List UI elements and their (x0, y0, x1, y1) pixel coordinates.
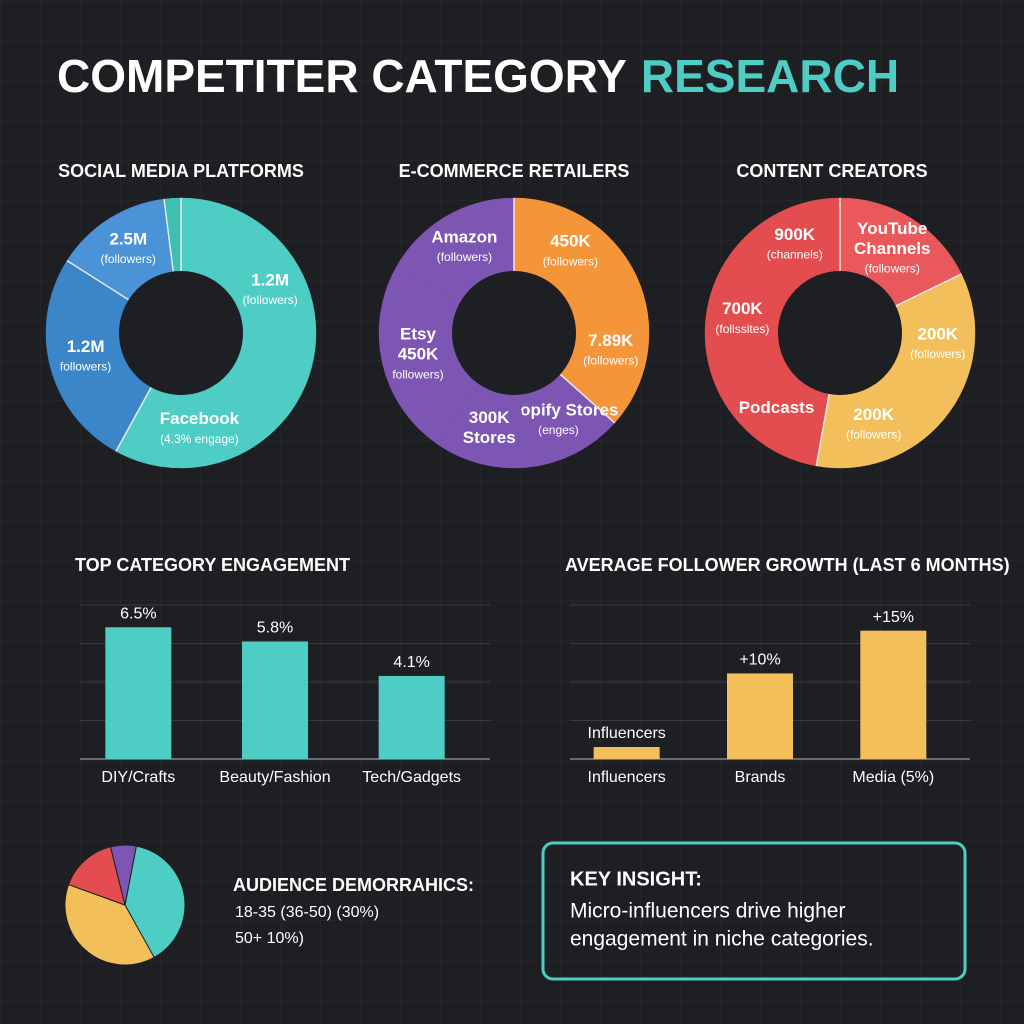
slice-label: 450K (398, 345, 439, 364)
donut-hole (778, 271, 902, 395)
slice-label: Shopify Stores (498, 400, 618, 419)
x-tick-label: Beauty/Fashion (219, 769, 330, 786)
slice-label: (4.3% engage) (160, 432, 239, 446)
pie-slice (67, 846, 126, 906)
slice-label: 200K (917, 325, 958, 344)
slice-label: 300K (469, 408, 510, 427)
x-tick-label: Influencers (588, 769, 666, 786)
slice-label: Facebook (160, 409, 240, 428)
bar (242, 641, 308, 759)
pie-slice (124, 845, 186, 959)
slice-label: YouTube (857, 219, 927, 238)
slice-label: (followers) (910, 347, 965, 361)
bar (105, 627, 172, 759)
slice-label: (followers) (242, 293, 297, 307)
slice-label: 200K (853, 405, 894, 424)
slice-label: followers) (392, 367, 443, 381)
slice-label: 7.89K (588, 331, 634, 350)
slice-label: 900K (774, 225, 815, 244)
chart-title: AVERAGE FOLLOWER GROWTH (LAST 6 MONTHS) (565, 555, 1010, 575)
slice-label: Channels (854, 239, 931, 258)
chart-title: SOCIAL MEDIA PLATFORMS (58, 161, 304, 181)
page-title: COMPETITER CATEGORY RESEARCH (57, 50, 899, 102)
value-label: +10% (739, 652, 780, 669)
pie-title: AUDIENCE DEMORRAHICS: (233, 875, 474, 895)
pie-note: 50+ 10%) (235, 930, 304, 947)
slice-label: (followers) (101, 252, 156, 266)
pie-slice (109, 844, 137, 906)
slice-label: (channels) (767, 248, 823, 262)
slice-divider (815, 393, 830, 467)
slice-divider (163, 198, 174, 272)
chart-title: TOP CATEGORY ENGAGEMENT (75, 555, 350, 575)
slice-label: 700K (722, 299, 763, 318)
bar (378, 675, 445, 759)
chart-title: CONTENT CREATORS (736, 161, 927, 181)
title-accent: RESEARCH (641, 50, 899, 102)
pie-slice (64, 883, 155, 966)
slice-label: Etsy (400, 325, 436, 344)
slice-label: (enges) (538, 423, 579, 437)
value-label: 6.5% (120, 606, 156, 623)
slice-label: (followers) (846, 428, 901, 442)
slice-label: (follssites) (715, 322, 769, 336)
slice-label: 1.2M (251, 271, 289, 290)
x-tick-label: Media (5%) (852, 769, 934, 786)
insight-text: Micro-influencers drive higher (570, 900, 845, 923)
chart-title: E-COMMERCE RETAILERS (399, 161, 630, 181)
insight-heading: KEY INSIGHT: (570, 868, 702, 890)
slice-label: Stores (463, 428, 516, 447)
value-label: Influencers (588, 725, 666, 742)
slice-label: (followers) (865, 262, 920, 276)
slice-label: 2.5M (109, 229, 147, 248)
slice-label: Podcasts (739, 398, 815, 417)
slice-label: followers) (60, 360, 111, 374)
x-tick-label: DIY/Crafts (101, 769, 175, 786)
pie-note: 18-35 (36-50) (30%) (235, 904, 379, 921)
slice-label: 450K (550, 232, 591, 251)
slice-label: Amazon (431, 227, 497, 246)
insight-text: engagement in niche categories. (570, 928, 874, 951)
x-tick-label: Brands (735, 769, 786, 786)
x-tick-label: Tech/Gadgets (362, 769, 461, 786)
slice-label: (followers) (543, 254, 598, 268)
donut-hole (452, 271, 576, 395)
slice-divider (559, 373, 616, 424)
slice-divider (66, 260, 130, 301)
slice-divider (895, 273, 962, 307)
donut-hole (119, 271, 243, 395)
title-main: COMPETITER CATEGORY (57, 50, 627, 102)
slice-label: (followers) (583, 354, 638, 368)
bar (593, 747, 660, 759)
slice-label: (followers) (437, 250, 492, 264)
value-label: 4.1% (393, 654, 429, 671)
insight-box (541, 841, 967, 981)
value-label: 5.8% (257, 620, 293, 637)
bar (727, 673, 793, 759)
value-label: +15% (873, 609, 914, 626)
bar (860, 630, 927, 759)
slice-divider (115, 386, 152, 452)
slice-label: 1.2M (67, 337, 105, 356)
